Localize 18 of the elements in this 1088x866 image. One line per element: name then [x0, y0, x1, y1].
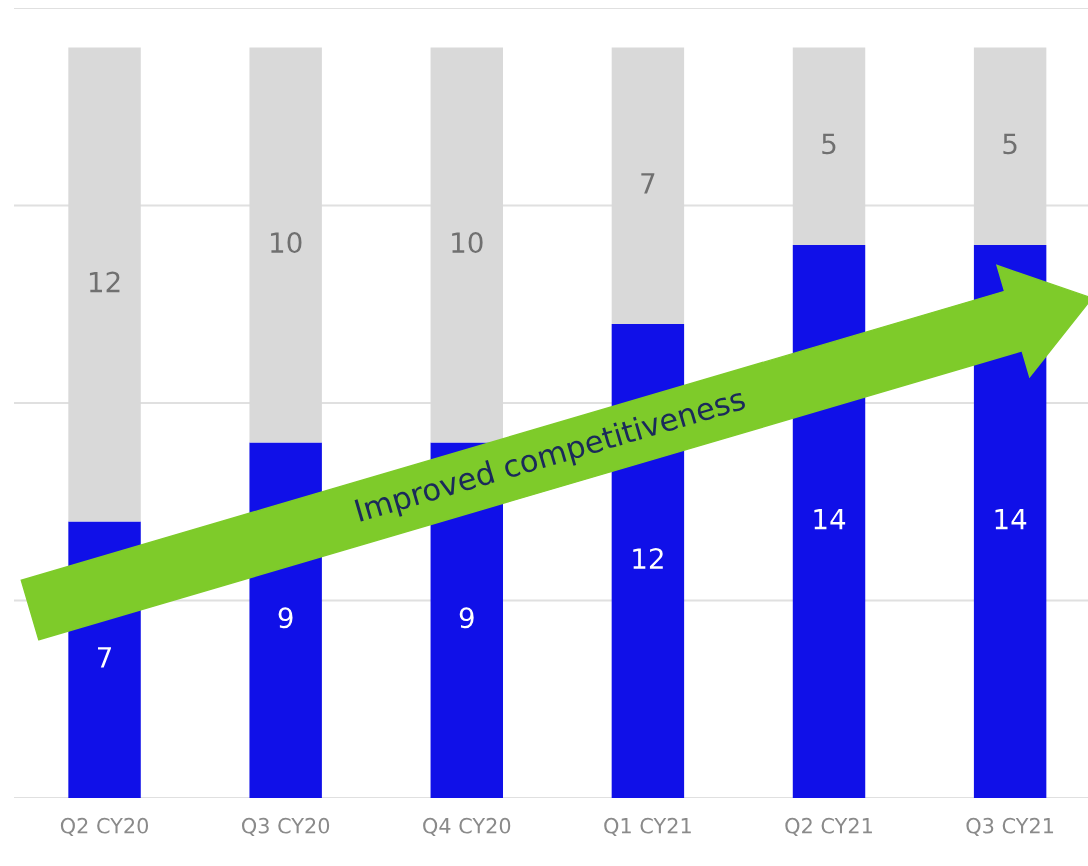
data-label: 5 — [1003, 133, 1017, 155]
data-label: 10 — [452, 232, 483, 254]
data-label: 9 — [459, 607, 474, 629]
data-label: 7 — [98, 647, 112, 668]
data-label: 7 — [641, 173, 655, 194]
data-label: 12 — [89, 271, 120, 293]
x-tick-label: Q1 CY21 — [604, 817, 691, 836]
x-tick-label: Q3 CY20 — [241, 817, 330, 836]
x-tick-label: Q3 CY21 — [966, 817, 1054, 836]
data-label: 14 — [814, 508, 846, 530]
data-label: 14 — [995, 508, 1027, 530]
data-label: 12 — [633, 548, 663, 569]
x-tick-label: Q2 CY20 — [60, 817, 149, 836]
data-label: 5 — [822, 133, 836, 155]
x-tick-label: Q4 CY20 — [423, 817, 511, 836]
data-label: 9 — [278, 607, 293, 629]
data-label: 10 — [271, 232, 302, 254]
x-tick-label: Q2 CY21 — [785, 817, 872, 836]
